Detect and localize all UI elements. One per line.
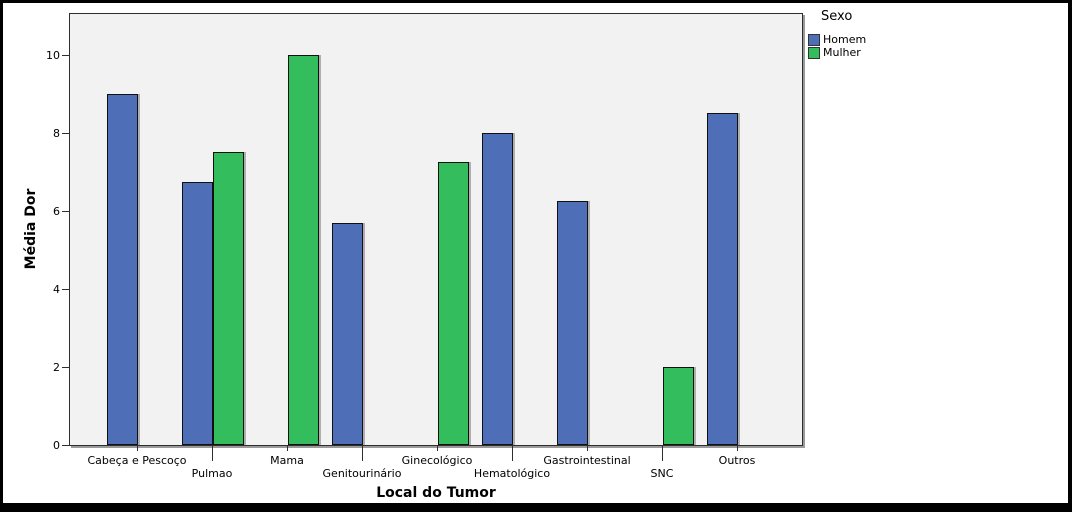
y-tick (62, 367, 69, 368)
x-tick-label: Cabeça e Pescoço (87, 454, 187, 467)
x-tick (662, 446, 663, 461)
y-axis-title: Média Dor (23, 188, 39, 270)
bar-mulher-4 (438, 162, 469, 445)
x-tick (437, 446, 438, 451)
x-tick (212, 446, 213, 461)
legend-item-label: Mulher (823, 46, 861, 59)
bar-homem-3 (332, 223, 363, 445)
bar-homem-8 (707, 113, 738, 445)
y-tick-label: 6 (53, 205, 60, 218)
x-tick (137, 446, 138, 451)
y-tick-label: 4 (53, 283, 60, 296)
x-tick-label: Mama (270, 454, 304, 467)
legend-item-homem: Homem (808, 33, 866, 46)
x-tick-label: Outros (718, 454, 756, 467)
x-tick (362, 446, 363, 461)
y-tick-label: 2 (53, 361, 60, 374)
y-tick (62, 211, 69, 212)
y-tick-label: 0 (53, 439, 60, 452)
legend-swatch (808, 46, 820, 59)
x-tick-label: Gastrointestinal (543, 454, 631, 467)
bar-mulher-7 (663, 367, 694, 445)
y-tick (62, 133, 69, 134)
legend-rows: Homem Mulher (808, 33, 866, 59)
bar-homem-5 (482, 133, 513, 445)
y-tick-label: 10 (46, 49, 60, 62)
clustered-bar-chart: Média Dor Local do Tumor Sexo Homem Mulhe… (3, 3, 1068, 503)
plot-area (69, 13, 803, 446)
x-axis-title: Local do Tumor (376, 485, 496, 501)
bar-homem-1 (182, 182, 213, 445)
bar-homem-6 (557, 201, 588, 445)
y-tick (62, 445, 69, 446)
x-tick-label: Ginecológico (401, 454, 473, 467)
x-tick-label: Hematológico (473, 467, 551, 480)
bar-mulher-2 (288, 55, 319, 445)
legend-swatch (808, 33, 820, 46)
x-tick (587, 446, 588, 451)
bar-homem-0 (107, 94, 138, 445)
x-tick-label: Genitourinário (322, 467, 402, 480)
x-tick (512, 446, 513, 461)
legend-item-label: Homem (823, 33, 867, 46)
y-tick (62, 289, 69, 290)
bar-mulher-1 (213, 152, 244, 445)
y-tick-label: 8 (53, 127, 60, 140)
y-tick (62, 55, 69, 56)
x-tick-label: Pulmao (191, 467, 233, 480)
x-tick (287, 446, 288, 451)
legend: Sexo Homem Mulher (808, 9, 866, 59)
x-tick (737, 446, 738, 451)
legend-title: Sexo (821, 9, 853, 24)
x-tick-label: SNC (650, 467, 674, 480)
legend-item-mulher: Mulher (808, 46, 866, 59)
